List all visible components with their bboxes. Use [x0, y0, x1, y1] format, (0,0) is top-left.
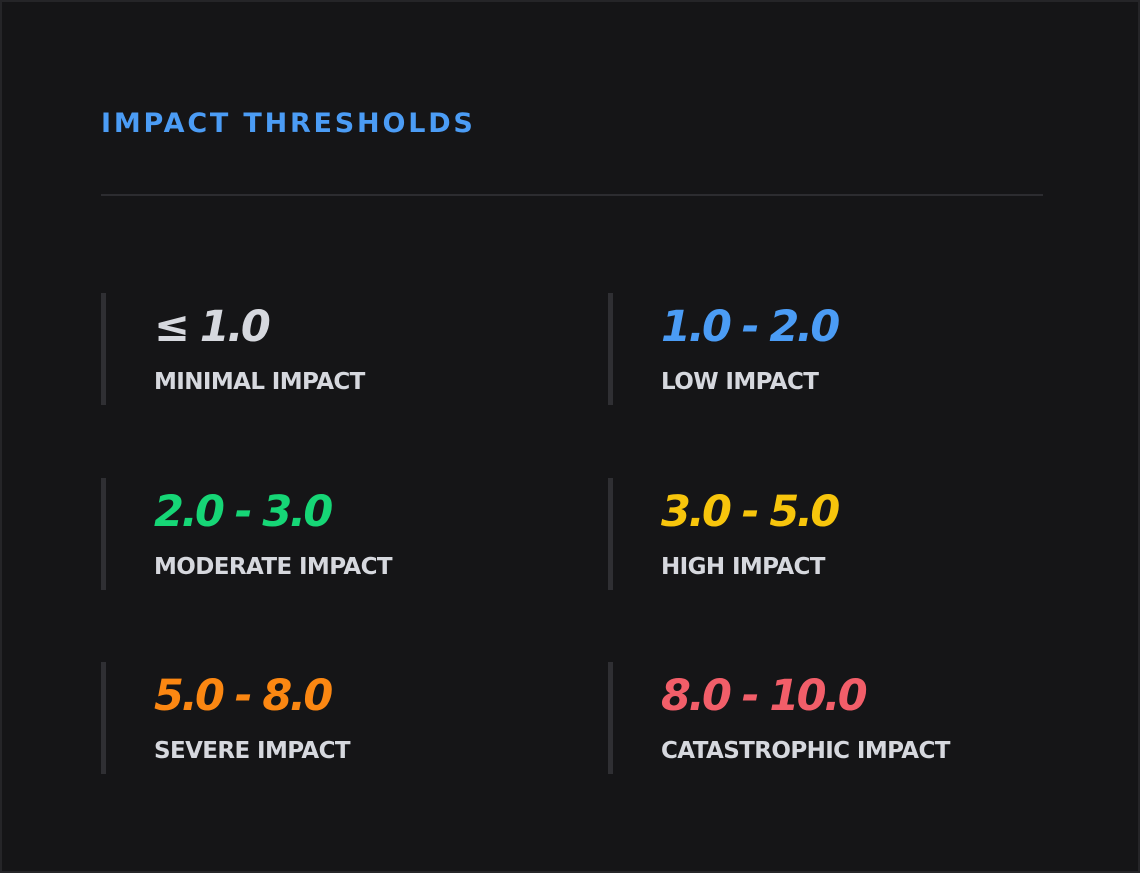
threshold-accent-bar: [101, 293, 106, 405]
threshold-item-severe: 5.0 - 8.0 SEVERE IMPACT: [101, 662, 541, 774]
threshold-label: MINIMAL IMPACT: [154, 369, 365, 395]
threshold-label: MODERATE IMPACT: [154, 554, 393, 580]
threshold-range: 2.0 - 3.0: [154, 487, 333, 537]
threshold-label: CATASTROPHIC IMPACT: [661, 738, 950, 764]
panel-title: IMPACT THRESHOLDS: [101, 108, 476, 139]
threshold-accent-bar: [608, 662, 613, 774]
threshold-item-high: 3.0 - 5.0 HIGH IMPACT: [608, 478, 1048, 590]
threshold-range: 1.0 - 2.0: [661, 302, 840, 352]
threshold-range: ≤ 1.0: [154, 302, 271, 352]
threshold-accent-bar: [608, 478, 613, 590]
threshold-item-moderate: 2.0 - 3.0 MODERATE IMPACT: [101, 478, 541, 590]
threshold-accent-bar: [101, 478, 106, 590]
title-divider: [101, 194, 1043, 196]
threshold-accent-bar: [101, 662, 106, 774]
threshold-item-low: 1.0 - 2.0 LOW IMPACT: [608, 293, 1048, 405]
threshold-item-minimal: ≤ 1.0 MINIMAL IMPACT: [101, 293, 541, 405]
threshold-range: 5.0 - 8.0: [154, 671, 333, 721]
threshold-label: HIGH IMPACT: [661, 554, 826, 580]
threshold-item-catastrophic: 8.0 - 10.0 CATASTROPHIC IMPACT: [608, 662, 1048, 774]
threshold-range: 3.0 - 5.0: [661, 487, 840, 537]
threshold-range: 8.0 - 10.0: [661, 671, 868, 721]
threshold-label: SEVERE IMPACT: [154, 738, 351, 764]
threshold-accent-bar: [608, 293, 613, 405]
threshold-label: LOW IMPACT: [661, 369, 819, 395]
